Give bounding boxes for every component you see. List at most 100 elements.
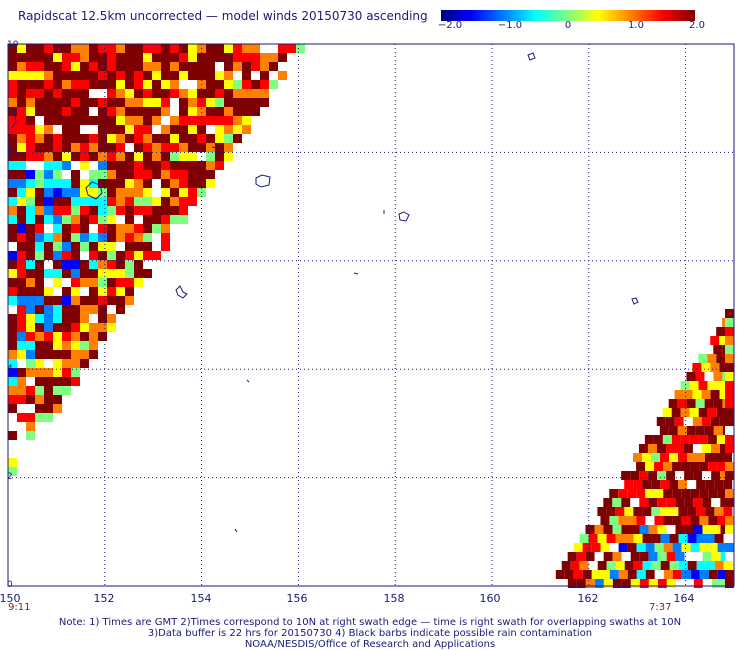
swath-cell: [594, 525, 604, 534]
swath-cell: [713, 372, 723, 381]
swath-cell: [26, 170, 35, 179]
swath-cell: [725, 570, 734, 579]
swath-cell: [681, 462, 691, 471]
swath-cell: [197, 161, 206, 170]
swath-cell: [215, 62, 224, 71]
swath-cell: [161, 98, 170, 107]
swath-cell: [17, 125, 26, 134]
swath-cell: [615, 480, 625, 489]
swath-cell: [35, 386, 44, 395]
swath-cell: [576, 552, 586, 561]
swath-cell: [62, 278, 71, 287]
swath-cell: [53, 350, 62, 359]
swath-cell: [80, 332, 89, 341]
swath-cell: [656, 444, 666, 453]
swath-cell: [62, 224, 71, 233]
swath-cell: [197, 179, 206, 188]
swath-cell: [668, 399, 678, 408]
swath-cell: [672, 516, 682, 525]
swath-cell: [8, 98, 17, 107]
swath-cell: [242, 125, 251, 134]
swath-cell: [704, 426, 714, 435]
swath-cell: [44, 350, 53, 359]
swath-cell: [107, 134, 116, 143]
swath-cell: [689, 435, 699, 444]
swath-cell: [35, 80, 44, 89]
swath-cell: [35, 188, 44, 197]
swath-cell: [170, 188, 179, 197]
swath-cell: [711, 552, 721, 561]
swath-cell: [26, 260, 35, 269]
swath-cell: [287, 44, 296, 53]
swath-cell: [170, 134, 179, 143]
swath-cell: [725, 327, 734, 336]
swath-cell: [98, 314, 107, 323]
swath-cell: [26, 134, 35, 143]
colorbar-tick: 0: [564, 20, 572, 31]
swath-cell: [179, 44, 188, 53]
swath-cell: [588, 561, 598, 570]
swath-cell: [161, 188, 170, 197]
swath-cell: [716, 435, 726, 444]
swath-cell: [44, 233, 53, 242]
swath-cell: [215, 44, 224, 53]
swath-cell: [26, 44, 35, 53]
swath-cell: [678, 453, 688, 462]
swath-cell: [80, 116, 89, 125]
swath-cell: [107, 53, 116, 62]
swath-cell: [660, 453, 670, 462]
swath-cell: [179, 197, 188, 206]
swath-cell: [666, 525, 676, 534]
swath-cell: [686, 426, 696, 435]
swath-cell: [116, 53, 125, 62]
swath-cell: [645, 570, 655, 579]
swath-cell: [53, 251, 62, 260]
swath-cell: [251, 98, 260, 107]
swath-cell: [53, 287, 62, 296]
swath-cell: [71, 107, 80, 116]
swath-cell: [98, 80, 107, 89]
swath-cell: [62, 233, 71, 242]
swath-cell: [44, 368, 53, 377]
swath-cell: [663, 462, 673, 471]
swath-cell: [8, 125, 17, 134]
swath-cell: [725, 489, 734, 498]
island-outlines: [7, 52, 639, 533]
swath-cell: [693, 579, 703, 588]
colorbar: [441, 10, 695, 21]
swath-cell: [17, 377, 26, 386]
swath-cell: [716, 408, 726, 417]
swath-cell: [206, 134, 215, 143]
swath-cell: [44, 206, 53, 215]
swath-cell: [35, 341, 44, 350]
swath-cell: [714, 534, 724, 543]
swath-cell: [53, 152, 62, 161]
swath-cell: [35, 332, 44, 341]
swath-cell: [17, 143, 26, 152]
swath-cell: [71, 377, 80, 386]
swath-cell: [134, 152, 143, 161]
swath-cell: [680, 435, 690, 444]
swath-cell: [98, 89, 107, 98]
swath-cell: [53, 188, 62, 197]
swath-cell: [17, 152, 26, 161]
swath-cell: [80, 206, 89, 215]
swath-cell: [666, 579, 676, 588]
swath-cell: [224, 125, 233, 134]
swath-cell: [143, 152, 152, 161]
swath-cell: [125, 170, 134, 179]
swath-cell: [179, 179, 188, 188]
swath-cell: [35, 278, 44, 287]
swath-cell: [693, 471, 703, 480]
swath-cell: [80, 71, 89, 80]
swath-cell: [594, 579, 604, 588]
swath-cell: [107, 62, 116, 71]
swath-cell: [134, 197, 143, 206]
x-tick-label: 156: [286, 592, 308, 605]
swath-cell: [53, 377, 62, 386]
swath-cell: [71, 152, 80, 161]
swath-cell: [179, 89, 188, 98]
swath-cell: [62, 98, 71, 107]
swath-cell: [17, 62, 26, 71]
swath-cell: [621, 525, 631, 534]
